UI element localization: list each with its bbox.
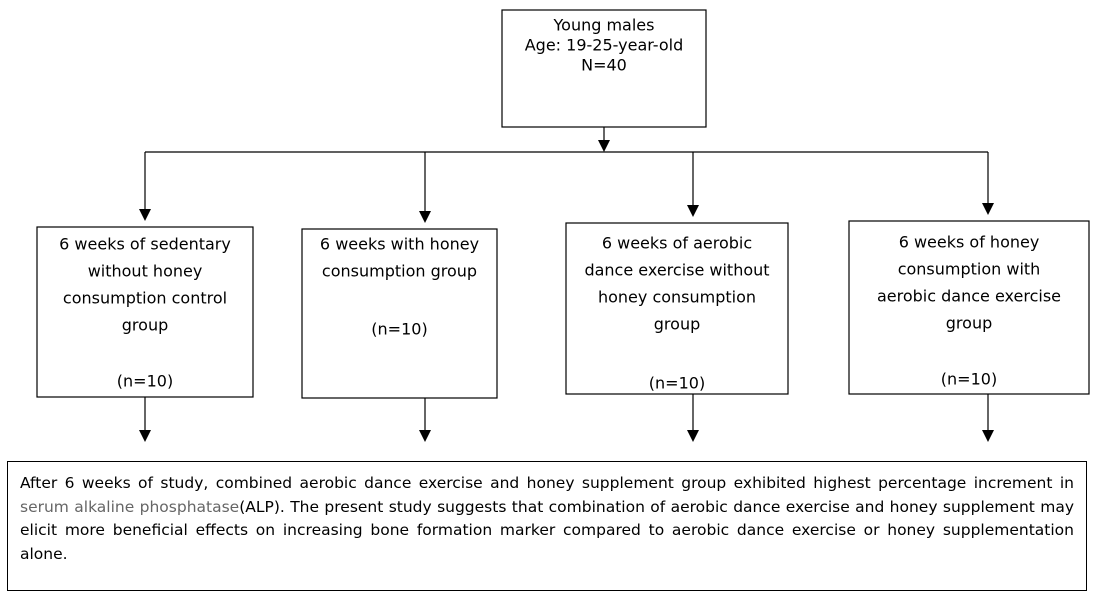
group-box [848,220,1090,395]
arrowhead [419,211,431,223]
arrowhead [982,430,994,442]
group-text: 6 weeks of aerobic [602,234,752,253]
arrowhead [687,205,699,217]
group-box [565,222,789,395]
arrowhead [419,430,431,442]
top-box [501,9,707,128]
group-box [301,228,498,399]
group-text: group [122,316,168,335]
arrowhead [139,209,151,221]
group-text: without honey [88,262,203,281]
arrowhead [598,140,610,152]
conclusion-text: (ALP). The present study suggests that c… [20,497,1074,563]
arrowhead [687,430,699,442]
group-box [36,226,254,398]
group-n: (n=10) [117,372,173,391]
group-text: consumption with [898,260,1041,279]
top-text: Age: 19-25-year-old [525,36,684,55]
group-text: consumption control [63,289,227,308]
group-n: (n=10) [371,320,427,339]
group-text: group [946,314,992,333]
group-text: 6 weeks of sedentary [59,235,231,254]
group-text: 6 weeks of honey [899,233,1040,252]
arrowhead [139,430,151,442]
conclusion-text: After 6 weeks of study, combined aerobic… [20,474,1074,492]
group-text: group [654,315,700,334]
arrowhead [982,203,994,215]
group-text: 6 weeks with honey [320,235,479,254]
top-text: Young males [553,16,655,35]
conclusion-box: After 6 weeks of study, combined aerobic… [7,461,1087,591]
group-n: (n=10) [649,374,705,393]
group-n: (n=10) [941,370,997,389]
highlight-text: serum alkaline phosphatase [20,497,240,516]
top-text: N=40 [581,56,627,75]
group-text: honey consumption [598,288,756,307]
group-text: aerobic dance exercise [877,287,1061,306]
group-text: dance exercise without [584,261,769,280]
group-text: consumption group [322,262,477,281]
